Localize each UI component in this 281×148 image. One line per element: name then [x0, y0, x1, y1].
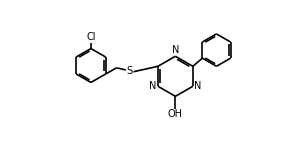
Text: N: N: [172, 45, 179, 56]
Text: N: N: [149, 81, 157, 91]
Text: S: S: [127, 66, 133, 76]
Text: Cl: Cl: [86, 32, 96, 42]
Text: N: N: [194, 81, 202, 91]
Text: OH: OH: [168, 109, 183, 119]
